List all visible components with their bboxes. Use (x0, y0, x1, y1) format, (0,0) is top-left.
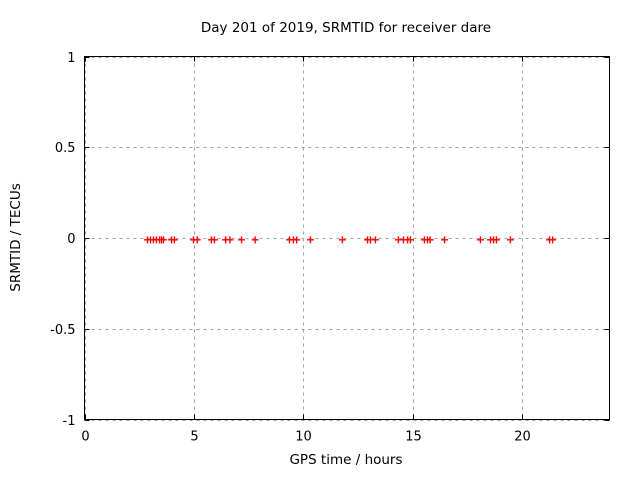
data-point-marker (159, 236, 167, 244)
y-tick-label: -0.5 (50, 323, 75, 338)
data-point-marker (406, 236, 414, 244)
data-point-marker (306, 236, 314, 244)
x-tick-label: 0 (81, 430, 89, 445)
y-tick-labels: -1 -0.5 0 0.5 1 (50, 51, 75, 429)
data-point-marker (210, 236, 218, 244)
x-tick-label: 10 (295, 430, 312, 445)
data-point-marker (492, 236, 500, 244)
data-point-marker (193, 236, 201, 244)
y-tick-label: -1 (63, 414, 76, 429)
x-tick-label: 20 (514, 430, 531, 445)
data-point-marker (238, 236, 246, 244)
data-point-marker (293, 236, 301, 244)
grid-lines (84, 56, 610, 421)
y-axis-label: SRMTID / TECUs (8, 183, 24, 291)
axis-ticks (84, 56, 610, 421)
data-point-marker (426, 236, 434, 244)
x-tick-label: 15 (405, 430, 422, 445)
data-point-marker (226, 236, 234, 244)
data-point-marker (441, 236, 449, 244)
data-point-marker (371, 236, 379, 244)
x-tick-label: 5 (190, 430, 198, 445)
data-point-marker (506, 236, 514, 244)
data-point-marker (476, 236, 484, 244)
x-tick-labels: 0 5 10 15 20 (81, 430, 530, 445)
data-points (144, 236, 557, 244)
y-tick-label: 1 (67, 51, 75, 66)
y-tick-label: 0 (67, 232, 75, 247)
data-point-marker (338, 236, 346, 244)
chart-title: Day 201 of 2019, SRMTID for receiver dar… (201, 20, 491, 36)
data-point-marker (170, 236, 178, 244)
y-tick-label: 0.5 (55, 141, 76, 156)
data-point-marker (251, 236, 259, 244)
plot-border (84, 56, 610, 420)
x-axis-label: GPS time / hours (289, 452, 402, 468)
data-point-marker (549, 236, 557, 244)
